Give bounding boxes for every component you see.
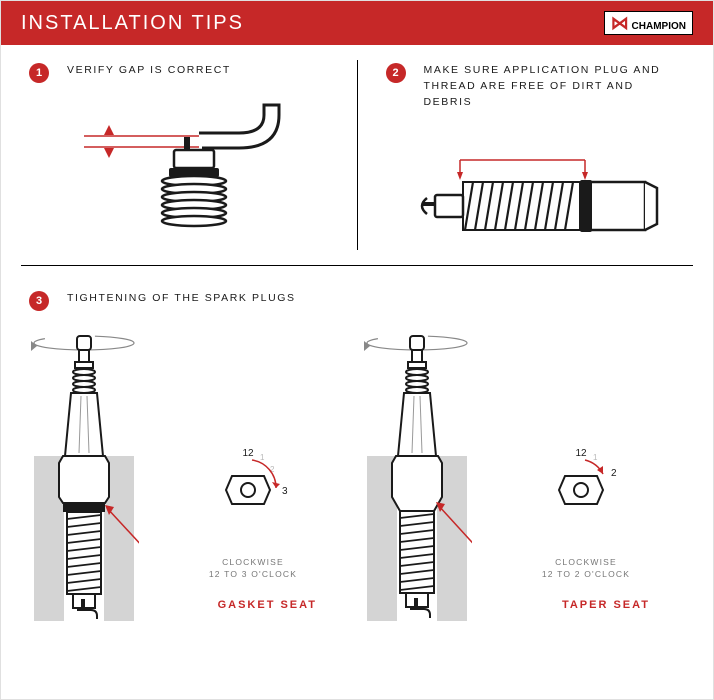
bottom-content: 12 1 2 3 CLOCKWISE 12 TO 3 O'CLOCK GASKE… xyxy=(29,331,685,621)
step-1-label: 1 VERIFY GAP IS CORRECT xyxy=(29,63,329,83)
step-2-text: MAKE SURE APPLICATION PLUG AND THREAD AR… xyxy=(424,63,686,110)
cl1a: CLOCKWISE xyxy=(222,557,284,567)
gasket-dial-svg: 12 1 2 3 xyxy=(208,446,298,526)
step-1-text: VERIFY GAP IS CORRECT xyxy=(67,63,231,79)
thread-svg xyxy=(405,140,665,250)
brand-text: CHAMPION xyxy=(632,21,686,32)
dial-3: 3 xyxy=(282,486,288,497)
taper-clock-label: CLOCKWISE 12 TO 2 O'CLOCK xyxy=(542,556,630,582)
top-section: 1 VERIFY GAP IS CORRECT xyxy=(1,45,713,265)
gap-svg xyxy=(64,103,294,233)
dial-1g: 1 xyxy=(260,453,265,462)
gasket-unit: 12 1 2 3 CLOCKWISE 12 TO 3 O'CLOCK GASKE… xyxy=(29,331,352,621)
taper-dial-svg: 12 1 2 xyxy=(541,446,631,526)
step-3-label: 3 TIGHTENING OF THE SPARK PLUGS xyxy=(29,291,685,311)
cl1b: 12 TO 3 O'CLOCK xyxy=(209,569,297,579)
bowtie-icon: ⋈ xyxy=(611,13,629,33)
taper-plug-svg xyxy=(362,331,472,621)
taper-seat-label: TAPER SEAT xyxy=(562,599,650,611)
panel-1: 1 VERIFY GAP IS CORRECT xyxy=(1,45,357,265)
gap-diagram xyxy=(29,103,329,233)
header: INSTALLATION TIPS ⋈ CHAMPION xyxy=(1,1,713,45)
step-3-num: 3 xyxy=(29,291,49,311)
thread-diagram xyxy=(386,130,686,260)
taper-unit: 12 1 2 CLOCKWISE 12 TO 2 O'CLOCK TAPER S… xyxy=(362,331,685,621)
bottom-section: 3 TIGHTENING OF THE SPARK PLUGS xyxy=(1,266,713,646)
brand-logo: ⋈ CHAMPION xyxy=(604,11,693,35)
dial-12: 12 xyxy=(242,448,254,459)
step-2-num: 2 xyxy=(386,63,406,83)
step-3-text: TIGHTENING OF THE SPARK PLUGS xyxy=(67,291,296,307)
page-title: INSTALLATION TIPS xyxy=(21,12,244,35)
taper-dial: 12 1 2 CLOCKWISE 12 TO 2 O'CLOCK xyxy=(487,446,685,622)
gasket-dial: 12 1 2 3 CLOCKWISE 12 TO 3 O'CLOCK xyxy=(154,446,352,622)
cl2a: CLOCKWISE xyxy=(555,557,617,567)
step-2-label: 2 MAKE SURE APPLICATION PLUG AND THREAD … xyxy=(386,63,686,110)
dial-2b: 2 xyxy=(611,468,617,479)
cl2b: 12 TO 2 O'CLOCK xyxy=(542,569,630,579)
gasket-seat-label: GASKET SEAT xyxy=(218,599,317,611)
step-1-num: 1 xyxy=(29,63,49,83)
gasket-plug-svg xyxy=(29,331,139,621)
dial-12b: 12 xyxy=(575,448,587,459)
dial-1b: 1 xyxy=(593,453,598,462)
gasket-clock-label: CLOCKWISE 12 TO 3 O'CLOCK xyxy=(209,556,297,582)
panel-2: 2 MAKE SURE APPLICATION PLUG AND THREAD … xyxy=(358,45,714,265)
